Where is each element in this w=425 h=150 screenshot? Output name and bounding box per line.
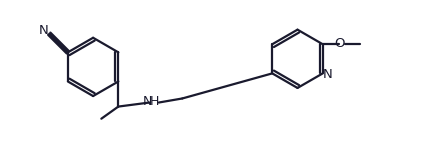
Text: N: N xyxy=(323,68,332,81)
Text: H: H xyxy=(150,95,159,108)
Text: N: N xyxy=(39,24,49,37)
Text: O: O xyxy=(334,37,345,50)
Text: N: N xyxy=(143,95,152,108)
